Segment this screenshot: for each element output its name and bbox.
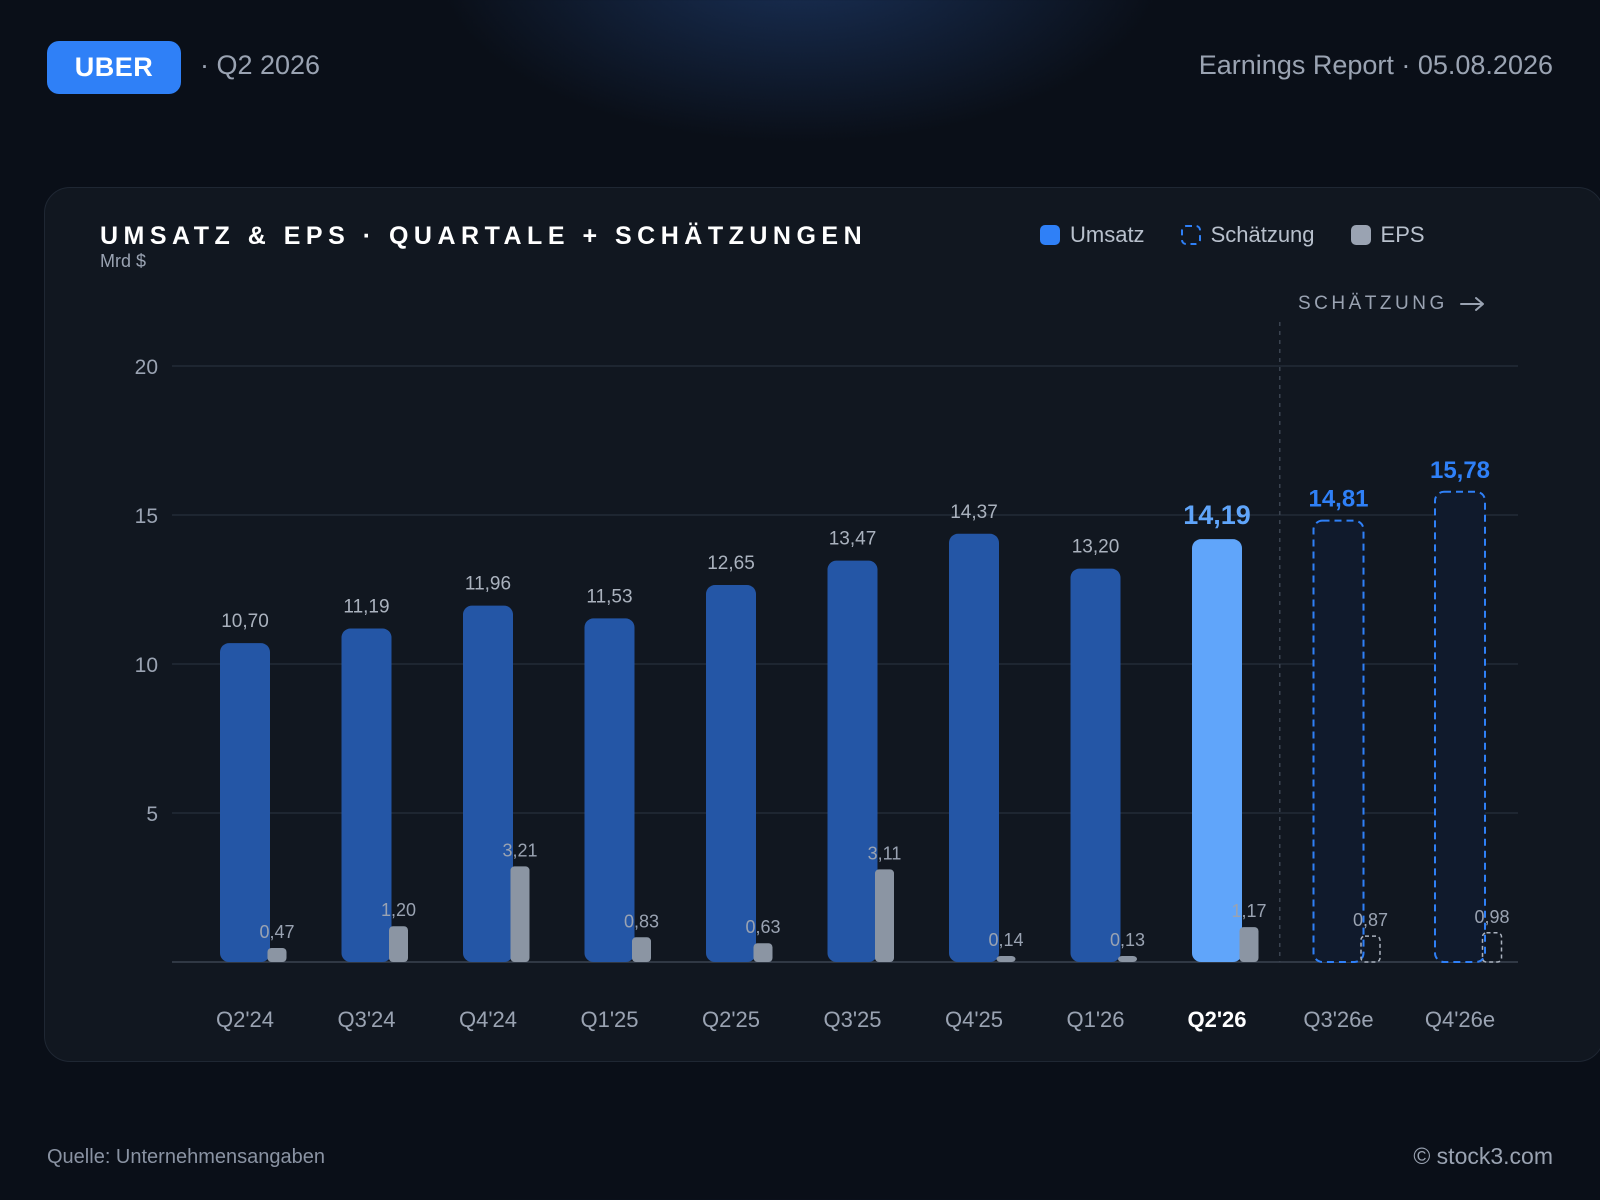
revenue-value-label: 15,78 [1430,457,1490,484]
y-tick-label: 15 [135,505,158,528]
revenue-value-label: 14,81 [1308,486,1368,513]
y-tick-label: 10 [135,654,158,677]
eps-bar [753,943,773,962]
revenue-value-label: 13,20 [1072,537,1120,558]
y-tick-label: 20 [135,356,158,379]
y-tick-label: 5 [146,803,158,826]
revenue-bar-estimate [1434,490,1486,963]
chart-legend: Umsatz Schätzung EPS [1040,222,1425,248]
eps-bar [389,926,408,962]
revenue-bar-estimate [1312,519,1365,963]
ticker-badge: UBER [47,41,181,94]
revenue-bar [341,628,392,962]
estimate-marker-label: SCHÄTZUNG [1298,293,1448,314]
revenue-bar [827,560,878,962]
x-tick-label: Q4'24 [459,1007,517,1032]
legend-swatch-eps [1350,225,1371,245]
eps-bar [875,869,894,962]
eps-value-label: 0,87 [1353,910,1388,930]
x-tick-label: Q3'25 [823,1007,881,1032]
legend-swatch-estimate [1180,225,1201,245]
ticker-label: UBER [74,52,154,82]
legend-label-eps: EPS [1380,222,1425,247]
x-tick-label: Q1'25 [580,1007,638,1032]
eps-value-label: 0,98 [1474,907,1509,927]
x-tick-label: Q2'24 [216,1007,274,1032]
x-tick-label: Q1'26 [1066,1007,1124,1032]
eps-bar [996,956,1016,962]
eps-value-label: 3,21 [502,840,537,860]
x-tick-label: Q2'26 [1187,1007,1246,1032]
revenue-value-label: 14,19 [1183,500,1251,530]
x-tick-label: Q3'24 [337,1007,395,1032]
chart-title: UMSATZ & EPS · QUARTALE + SCHÄTZUNGEN [100,222,868,250]
revenue-value-label: 11,53 [586,586,632,607]
chart-unit: Mrd $ [100,251,147,271]
eps-value-label: 0,63 [745,917,780,937]
x-tick-label: Q2'25 [702,1007,760,1032]
revenue-value-label: 10,70 [221,611,269,632]
eps-bar [267,947,287,962]
revenue-bar [463,605,513,962]
revenue-value-label: 13,47 [829,529,877,550]
revenue-bar [706,585,756,962]
legend-item-eps: EPS [1350,222,1425,248]
revenue-bar [220,643,270,962]
eps-bar [510,866,530,962]
revenue-value-label: 11,19 [343,597,389,618]
revenue-bar [949,533,999,962]
eps-value-label: 0,13 [1110,930,1145,950]
revenue-value-label: 12,65 [707,553,755,574]
eps-bar [632,937,651,962]
legend-swatch-revenue [1040,225,1060,245]
revenue-value-label: 14,37 [950,502,998,523]
revenue-value-label: 11,96 [465,574,511,595]
eps-value-label: 0,47 [259,922,294,942]
eps-value-label: 0,83 [624,911,659,931]
arrow-right-icon [1459,297,1484,311]
report-date: Earnings Report · 05.08.2026 [1198,50,1553,80]
estimate-marker: SCHÄTZUNG [1298,293,1486,315]
report-period: · Q2 2026 [200,50,321,80]
legend-label-revenue: Umsatz [1070,222,1145,247]
legend-item-revenue: Umsatz [1040,222,1145,248]
revenue-bar [1070,568,1121,962]
copyright: © stock3.com [1413,1143,1553,1169]
eps-bar [1118,956,1137,962]
legend-label-estimate: Schätzung [1210,222,1315,247]
revenue-bar [584,618,635,962]
eps-value-label: 1,20 [381,900,416,920]
x-tick-label: Q4'25 [945,1007,1003,1032]
eps-value-label: 1,17 [1231,901,1266,921]
eps-bar-estimate [1481,932,1503,963]
eps-bar [1239,927,1259,962]
x-tick-label: Q4'26e [1425,1007,1495,1032]
source-note: Quelle: Unternehmensangaben [47,1146,325,1168]
legend-item-estimate: Schätzung [1180,222,1315,248]
revenue-bar-current [1192,539,1242,962]
eps-value-label: 0,14 [988,930,1023,950]
eps-value-label: 3,11 [868,843,902,863]
x-tick-label: Q3'26e [1303,1007,1373,1032]
